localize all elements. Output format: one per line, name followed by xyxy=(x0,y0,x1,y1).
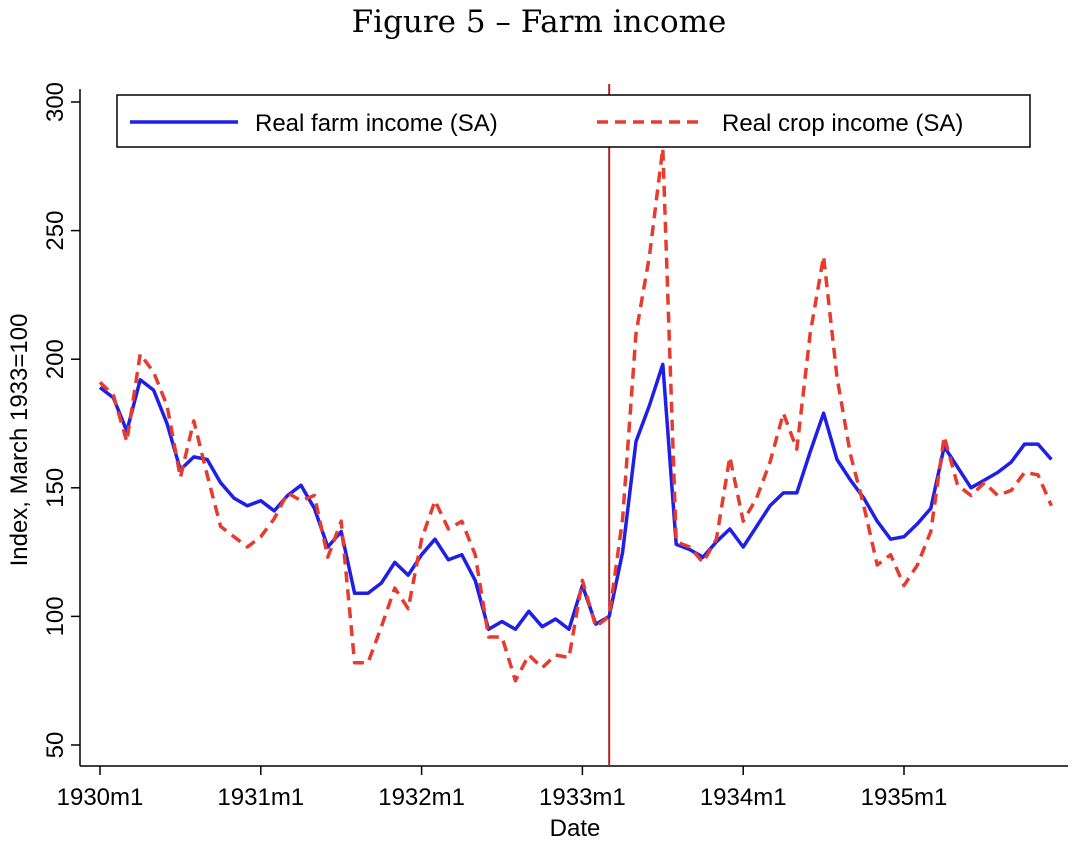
chart-plot-area xyxy=(98,84,1054,766)
y-axis-label: Index, March 1933=100 xyxy=(6,314,33,567)
y-tick-label: 150 xyxy=(42,468,69,508)
series-line-1 xyxy=(98,362,1053,632)
y-tick-label: 100 xyxy=(42,596,69,636)
series-line-2 xyxy=(98,146,1054,683)
x-tick-label: 1931m1 xyxy=(217,784,304,811)
chart-axes: 50 100 150 200 250 300 1930m1 1931m1 1932m1 1933m… xyxy=(42,82,1068,811)
x-tick-label: 1935m1 xyxy=(861,784,948,811)
x-tick-label: 1934m1 xyxy=(700,784,787,811)
x-tick-label: 1930m1 xyxy=(57,784,144,811)
legend-label-2: Real crop income (SA) xyxy=(722,110,963,137)
legend-label-1: Real farm income (SA) xyxy=(255,110,498,137)
x-axis-label: Date xyxy=(550,815,601,842)
figure-title: Figure 5 – Farm income xyxy=(351,4,727,40)
x-tick-label: 1933m1 xyxy=(539,784,626,811)
y-tick-label: 250 xyxy=(42,211,69,251)
legend-box xyxy=(116,94,1031,148)
chart-legend: Real farm income (SA) Real crop income (S… xyxy=(116,94,1031,148)
y-tick-label: 200 xyxy=(42,339,69,379)
y-tick-label: 300 xyxy=(42,82,69,122)
x-tick-label: 1932m1 xyxy=(378,784,465,811)
y-tick-label: 50 xyxy=(42,732,69,759)
